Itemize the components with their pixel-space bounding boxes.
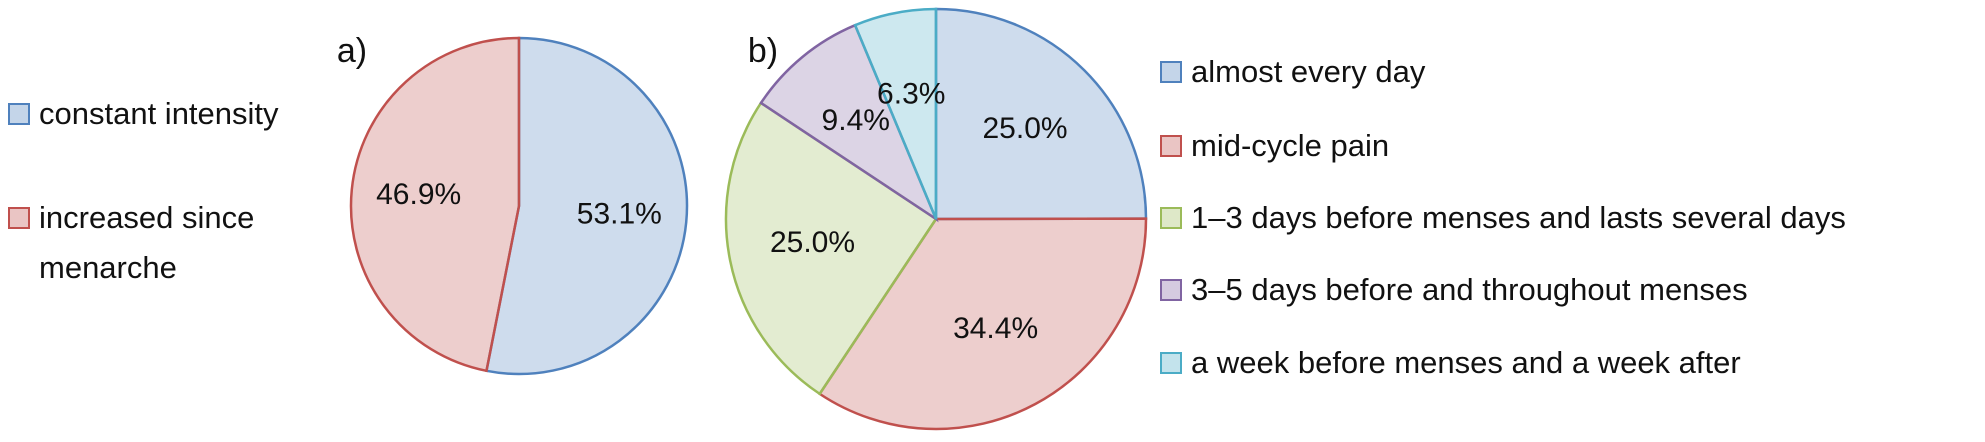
- pie-slice: [485, 36, 689, 376]
- legend-item: a week before menses and a week after: [1160, 338, 1980, 388]
- legend-text: mid-cycle pain: [1191, 128, 1390, 163]
- legend-item: increased since menarche: [8, 193, 328, 293]
- legend-swatch: [8, 103, 30, 125]
- legend-text: increased since menarche: [39, 200, 255, 285]
- legend-item: almost every day: [1160, 47, 1980, 97]
- value-label: 6.3%: [877, 77, 945, 110]
- legend-text: almost every day: [1191, 54, 1426, 89]
- pie-slice: [759, 23, 939, 223]
- legend-item: mid-cycle pain: [1160, 121, 1980, 171]
- value-label: 25.0%: [982, 112, 1067, 145]
- pie-slice: [724, 101, 938, 396]
- value-label: 53.1%: [577, 198, 662, 231]
- value-label: 25.0%: [770, 226, 855, 259]
- legend-text: 1–3 days before menses and lasts several…: [1191, 200, 1846, 235]
- legend-text: 3–5 days before and throughout menses: [1191, 272, 1748, 307]
- pie-slice: [934, 7, 1148, 221]
- legend-item: 1–3 days before menses and lasts several…: [1160, 193, 1980, 243]
- legend-swatch: [1160, 207, 1182, 229]
- value-label: 9.4%: [822, 104, 890, 137]
- legend-item: constant intensity: [8, 89, 328, 139]
- legend-swatch: [1160, 279, 1182, 301]
- panel-label: a): [337, 32, 367, 70]
- legend-text: a week before menses and a week after: [1191, 345, 1741, 380]
- legend-swatch: [1160, 61, 1182, 83]
- value-label: 46.9%: [376, 178, 461, 211]
- legend-text: constant intensity: [39, 96, 279, 131]
- pie-slice: [853, 7, 938, 220]
- panel-label: b): [748, 32, 778, 70]
- value-label: 34.4%: [953, 312, 1038, 345]
- pie-slice: [349, 36, 521, 373]
- legend-item: 3–5 days before and throughout menses: [1160, 265, 1980, 315]
- legend-swatch: [1160, 135, 1182, 157]
- legend-swatch: [1160, 352, 1182, 374]
- legend-swatch: [8, 207, 30, 229]
